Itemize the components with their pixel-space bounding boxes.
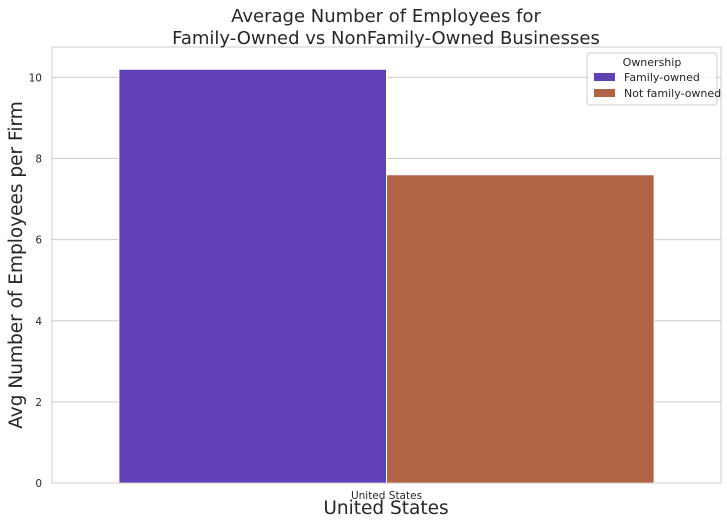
legend-title: Ownership <box>623 56 682 69</box>
y-tick-label: 6 <box>35 235 42 247</box>
y-tick-label: 10 <box>29 72 42 84</box>
y-axis-label: Avg Number of Employees per Firm <box>6 101 27 429</box>
y-tick-label: 8 <box>35 154 42 166</box>
plot-frame <box>51 46 722 484</box>
chart-title-line-2: Family-Owned vs NonFamily-Owned Business… <box>172 28 600 49</box>
bar-not-family-owned <box>386 174 655 484</box>
x-tick-label: United States <box>351 490 422 502</box>
bars <box>118 68 655 484</box>
x-tick-labels: United States <box>351 490 422 502</box>
legend-box <box>586 52 718 106</box>
legend-swatch-not-family-owned <box>594 89 615 97</box>
legend-label-family-owned: Family-owned <box>624 71 700 84</box>
chart-title-line-1: Average Number of Employees for <box>231 6 541 27</box>
bar-family-owned <box>118 68 388 484</box>
legend-label-not-family-owned: Not family-owned <box>624 87 721 100</box>
x-axis-label: United States <box>323 498 448 519</box>
legend: Ownership Family-owned Not family-owned <box>586 52 721 106</box>
y-tick-label: 0 <box>35 478 42 490</box>
y-tick-labels: 0 2 4 6 8 10 <box>29 72 43 490</box>
y-tick-label: 4 <box>35 316 42 328</box>
legend-entries: Family-owned Not family-owned <box>594 71 721 100</box>
legend-swatch-family-owned <box>594 73 615 81</box>
y-tick-label: 2 <box>35 397 42 409</box>
